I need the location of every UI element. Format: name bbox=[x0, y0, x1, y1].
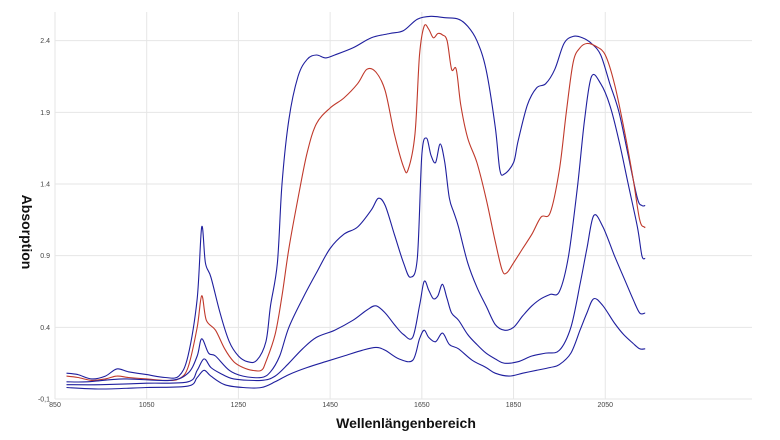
y-tick-label: 1.4 bbox=[40, 182, 50, 189]
y-tick-label: 1.9 bbox=[40, 110, 50, 117]
y-axis-label: Absorption bbox=[19, 195, 35, 270]
y-tick-label: -0,1 bbox=[38, 397, 50, 404]
series-line-2 bbox=[66, 24, 646, 382]
x-tick-label: 1250 bbox=[231, 402, 247, 409]
x-axis-ticks: 850 1050 1250 1450 1650 1850 2050 bbox=[49, 402, 613, 409]
series-line-1 bbox=[66, 15, 646, 380]
x-axis-label: Wellenlängenbereich bbox=[336, 415, 476, 431]
series-line-3 bbox=[66, 73, 646, 383]
chart-series bbox=[66, 15, 646, 390]
x-tick-label: 1650 bbox=[414, 402, 430, 409]
series-line-4 bbox=[66, 214, 646, 386]
x-tick-label: 2050 bbox=[597, 402, 613, 409]
series-line-5 bbox=[66, 297, 646, 390]
y-tick-label: 0.4 bbox=[40, 325, 50, 332]
x-tick-label: 850 bbox=[49, 402, 61, 409]
y-axis-ticks: -0,1 0.4 0.9 1.4 1.9 2.4 bbox=[38, 38, 50, 403]
chart-grid bbox=[54, 12, 752, 400]
y-tick-label: 0.9 bbox=[40, 253, 50, 260]
x-tick-label: 1050 bbox=[139, 402, 155, 409]
y-tick-label: 2.4 bbox=[40, 38, 50, 45]
x-tick-label: 1850 bbox=[506, 402, 522, 409]
x-tick-label: 1450 bbox=[322, 402, 338, 409]
